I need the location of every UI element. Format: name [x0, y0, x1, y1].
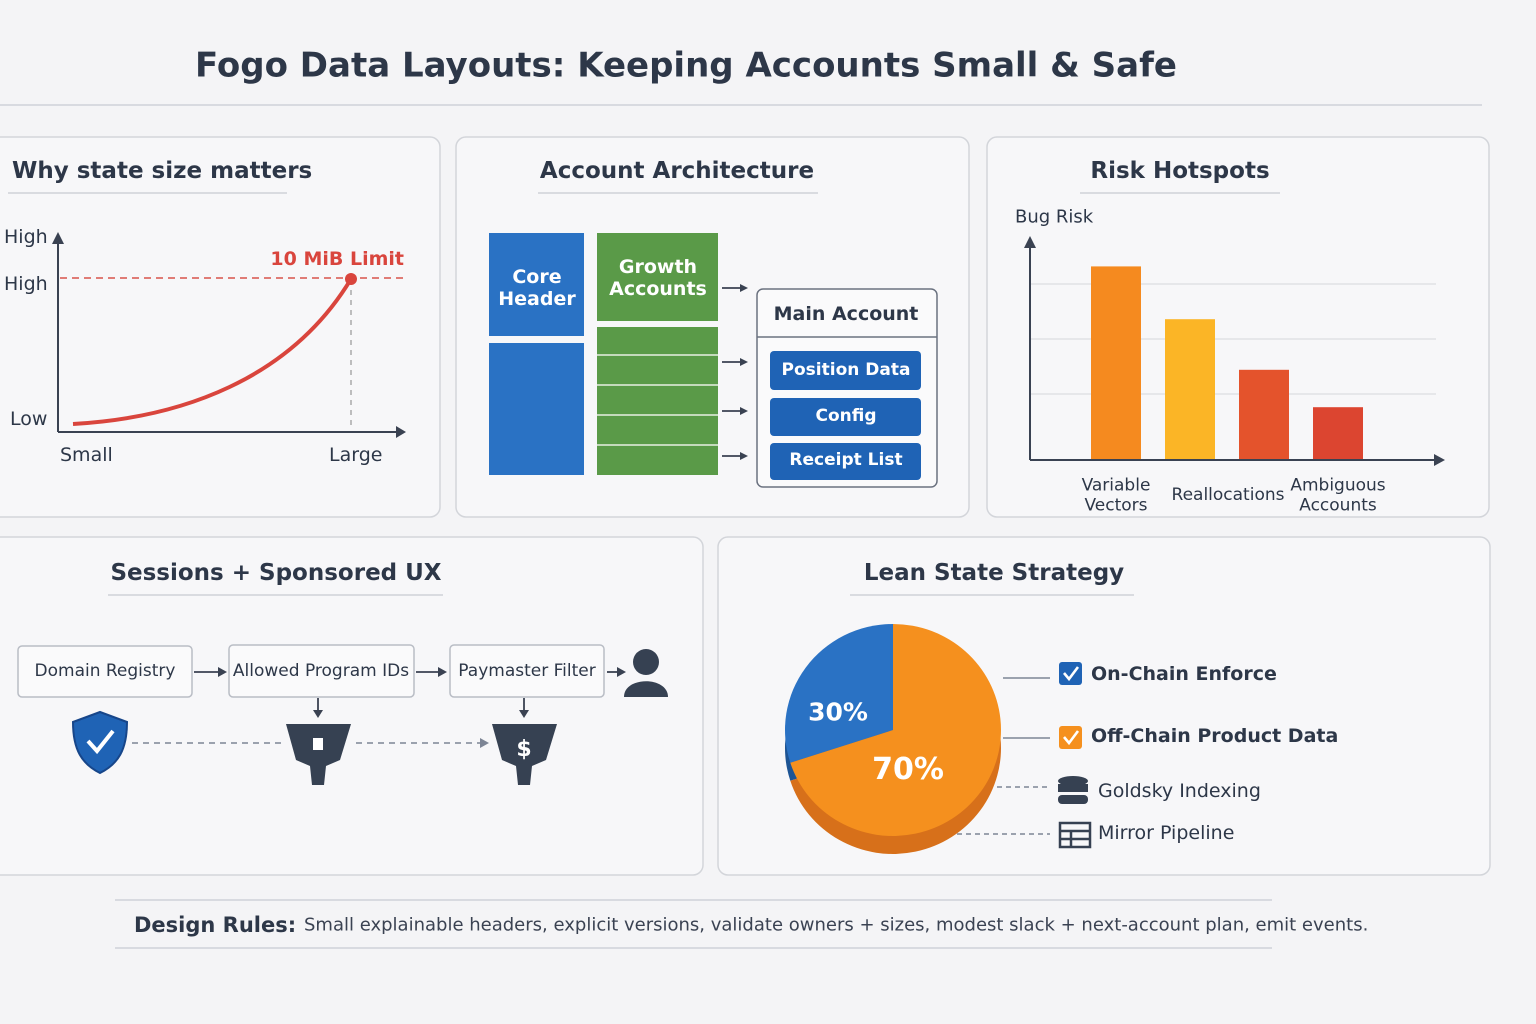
item-label: Config: [815, 406, 877, 427]
x-tick-label: Ambiguous Accounts: [1290, 475, 1386, 515]
pie-slice: [790, 624, 1001, 836]
panel-title: Account Architecture: [539, 157, 815, 184]
axis-label: Low: [10, 408, 48, 431]
panel-title: Why state size matters: [12, 157, 313, 184]
shield-icon: [71, 710, 129, 775]
block-label: Growth Accounts: [609, 256, 707, 300]
data-label: 30%: [808, 697, 868, 727]
panel-title: Risk Hotspots: [1090, 157, 1270, 184]
axis-label: Small: [60, 444, 113, 467]
item-label: Position Data: [781, 360, 911, 381]
legend-item: Goldsky Indexing: [1098, 780, 1261, 803]
axis-label: High: [4, 226, 48, 249]
box-title: Main Account: [773, 303, 919, 326]
bar: [1313, 407, 1363, 460]
step-label: Allowed Program IDs: [232, 661, 410, 682]
check: [1063, 666, 1080, 682]
checkbox: [1059, 662, 1082, 685]
bar: [1165, 319, 1215, 460]
data-label: 70%: [872, 751, 944, 787]
panel-title: Sessions + Sponsored UX: [110, 559, 442, 586]
x-tick-label: Reallocations: [1171, 485, 1285, 506]
growth-block: [597, 327, 718, 475]
step-label: Domain Registry: [34, 661, 176, 682]
item-label: Receipt List: [789, 450, 903, 471]
core-block: [489, 343, 584, 475]
check: [86, 729, 115, 755]
axis-label: High: [4, 273, 48, 296]
x-tick-label: Variable Vectors: [1081, 475, 1151, 515]
axis-label: Large: [329, 444, 383, 467]
step-box: [449, 644, 605, 698]
funnel-icon: [492, 724, 557, 785]
footer-text: Small explainable headers, explicit vers…: [304, 914, 1369, 936]
funnel-icon: [286, 724, 351, 785]
panel: [0, 536, 704, 876]
check: [1063, 730, 1080, 746]
item-box: [770, 351, 921, 390]
bar: [1239, 369, 1289, 460]
arrowhead: [480, 738, 489, 748]
annotation: 10 MiB Limit: [270, 248, 404, 271]
footer-label: Design Rules:: [134, 912, 297, 937]
item-box: [770, 443, 921, 480]
database-icon: [1058, 776, 1088, 804]
page-title: Fogo Data Layouts: Keeping Accounts Smal…: [195, 45, 1177, 86]
axis-label: Bug Risk: [1015, 206, 1094, 228]
legend-item: On-Chain Enforce: [1091, 663, 1277, 686]
core-block: [489, 233, 584, 336]
growth-curve: [72, 277, 353, 426]
bar: [1091, 266, 1141, 460]
db-part: [1058, 795, 1088, 804]
legend-item: Off-Chain Product Data: [1091, 725, 1339, 748]
db-part: [1058, 784, 1088, 792]
legend-item: Mirror Pipeline: [1098, 822, 1235, 845]
step-box: [228, 644, 415, 698]
db-part: [1058, 776, 1088, 786]
panels: [0, 136, 1491, 876]
checkbox: [1059, 726, 1082, 749]
dollar-icon: $: [516, 737, 531, 762]
lock: [313, 738, 323, 750]
panel-title: Lean State Strategy: [863, 559, 1125, 586]
table-part: [1058, 821, 1092, 849]
block-label: Core Header: [498, 266, 576, 310]
pie-slice: [784, 624, 893, 763]
step-box: [17, 645, 193, 698]
limit-dot: [345, 273, 357, 285]
step-label: Paymaster Filter: [458, 661, 596, 682]
growth-block: [597, 233, 718, 321]
table-icon: [1058, 821, 1092, 849]
user-icon: [624, 681, 668, 697]
item-box: [770, 398, 921, 436]
user-icon: [633, 649, 659, 675]
